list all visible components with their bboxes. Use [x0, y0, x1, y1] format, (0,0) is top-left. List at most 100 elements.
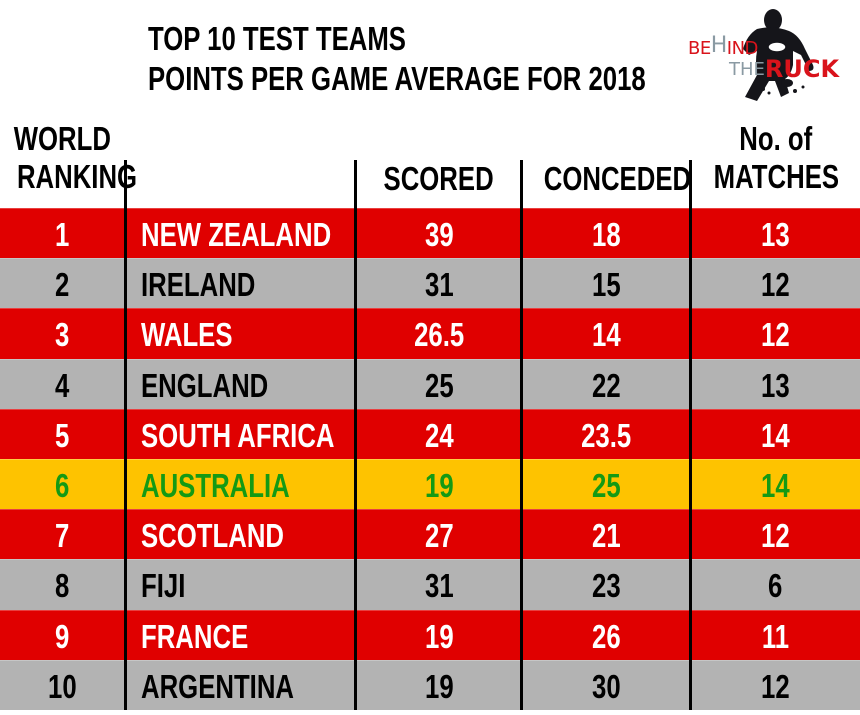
logo-text-h: H: [710, 33, 728, 58]
rank-cell: 5: [0, 410, 124, 460]
rank-value: 1: [54, 216, 70, 253]
matches-cell: 12: [691, 309, 860, 359]
conceded-cell: 22: [522, 360, 690, 410]
rank-cell: 6: [0, 460, 124, 510]
conceded-cell: 14: [522, 309, 690, 359]
matches-value: 12: [761, 667, 790, 705]
matches-value: 6: [768, 567, 783, 605]
conceded-value: 21: [591, 517, 621, 555]
team-cell: FIJI: [141, 560, 355, 610]
table-row: 8 FIJI 31 23 6: [0, 559, 860, 610]
table-row: 7 SCOTLAND 27 21 12: [0, 509, 860, 560]
rank-cell: 3: [0, 309, 124, 359]
scored-value: 39: [424, 216, 454, 253]
column-divider-team: [354, 160, 357, 710]
table-row: 4 ENGLAND 25 22 13: [0, 358, 860, 410]
conceded-cell: 21: [522, 510, 690, 560]
logo-text-be: BE: [688, 38, 711, 59]
header-conceded-text: CONCEDED: [543, 160, 692, 197]
matches-cell: 11: [691, 611, 860, 661]
scored-cell: 26.5: [357, 309, 521, 359]
matches-value: 12: [761, 316, 790, 354]
conceded-value: 22: [591, 366, 621, 404]
scored-cell: 39: [357, 209, 521, 259]
scored-cell: 25: [357, 360, 521, 410]
matches-cell: 14: [691, 410, 860, 460]
matches-cell: 13: [691, 360, 860, 410]
table-row: 5 SOUTH AFRICA 24 23.5 14: [0, 408, 860, 460]
matches-value: 11: [761, 617, 790, 655]
ranking-table: 1 NEW ZEALAND 39 18 13 2 IRELAND 31 15 1…: [0, 208, 860, 710]
scored-cell: 19: [357, 460, 521, 510]
scored-cell: 24: [357, 410, 521, 460]
scored-value: 31: [424, 266, 454, 304]
scored-value: 25: [424, 366, 454, 404]
conceded-cell: 15: [522, 259, 690, 309]
scored-value: 19: [424, 466, 454, 504]
rank-cell: 1: [0, 209, 124, 259]
header-conceded: CONCEDED: [523, 160, 692, 198]
rank-value: 10: [47, 667, 77, 705]
table-row-highlighted: 6 AUSTRALIA 19 25 14: [0, 458, 860, 510]
team-name: FIJI: [141, 567, 186, 605]
column-divider-conceded: [689, 160, 692, 710]
header-matches-line-2: MATCHES: [713, 158, 839, 195]
team-cell: ARGENTINA: [141, 661, 355, 711]
team-cell: FRANCE: [141, 611, 355, 661]
scored-value: 24: [424, 416, 454, 454]
conceded-cell: 18: [522, 209, 690, 259]
chart-title-line-1: TOP 10 TEST TEAMS: [148, 20, 479, 58]
scored-cell: 31: [357, 259, 521, 309]
conceded-cell: 23: [522, 560, 690, 610]
rank-value: 6: [54, 466, 70, 504]
conceded-value: 15: [591, 266, 621, 304]
header-matches-line-1: No. of: [739, 120, 813, 157]
rank-cell: 8: [0, 560, 124, 610]
rugby-player-silhouette-icon: [743, 9, 814, 101]
scored-cell: 31: [357, 560, 521, 610]
column-divider-scored: [520, 160, 523, 710]
logo-text-ind: IND: [726, 38, 759, 59]
scored-value: 27: [424, 517, 454, 555]
scored-cell: 19: [357, 661, 521, 711]
rank-cell: 9: [0, 611, 124, 661]
rank-value: 2: [54, 266, 70, 304]
matches-value: 13: [761, 216, 790, 253]
conceded-value: 25: [591, 466, 621, 504]
behind-the-ruck-logo: BEHIND THERUCK: [685, 5, 839, 105]
matches-value: 14: [761, 466, 790, 504]
team-cell: AUSTRALIA: [141, 460, 355, 510]
chart-title-line-2: POINTS PER GAME AVERAGE FOR 2018: [148, 60, 786, 98]
header-rank-line-2: RANKING: [16, 158, 138, 195]
conceded-value: 18: [591, 216, 621, 253]
rank-value: 4: [54, 366, 70, 404]
header-matches: No. of MATCHES: [692, 120, 860, 196]
conceded-value: 26: [591, 617, 621, 655]
header-scored: SCORED: [358, 160, 520, 198]
header-scored-text: SCORED: [383, 160, 495, 197]
team-name: FRANCE: [141, 617, 249, 655]
header-world-ranking: WORLD RANKING: [0, 120, 137, 196]
rank-value: 7: [54, 517, 70, 555]
logo-text-ruck: RUCK: [764, 55, 840, 83]
rank-value: 3: [54, 316, 70, 354]
team-name: NEW ZEALAND: [141, 216, 332, 253]
team-name: ARGENTINA: [141, 667, 295, 705]
conceded-value: 14: [591, 316, 621, 354]
team-name: AUSTRALIA: [141, 466, 290, 504]
team-name: WALES: [141, 316, 233, 354]
matches-cell: 12: [691, 661, 860, 711]
team-cell: IRELAND: [141, 259, 355, 309]
logo-word-behind: BEHIND: [688, 33, 759, 60]
scored-value: 31: [424, 567, 454, 605]
conceded-cell: 26: [522, 611, 690, 661]
chart-title-text-1: TOP 10 TEST TEAMS: [148, 20, 406, 57]
column-divider-rank: [124, 160, 127, 710]
team-name: IRELAND: [141, 266, 256, 304]
rank-value: 8: [54, 567, 70, 605]
scored-value: 19: [424, 617, 454, 655]
header-rank-line-1: WORLD: [13, 120, 111, 157]
scored-value: 26.5: [413, 316, 465, 354]
matches-cell: 6: [691, 560, 860, 610]
team-cell: SOUTH AFRICA: [141, 410, 355, 460]
